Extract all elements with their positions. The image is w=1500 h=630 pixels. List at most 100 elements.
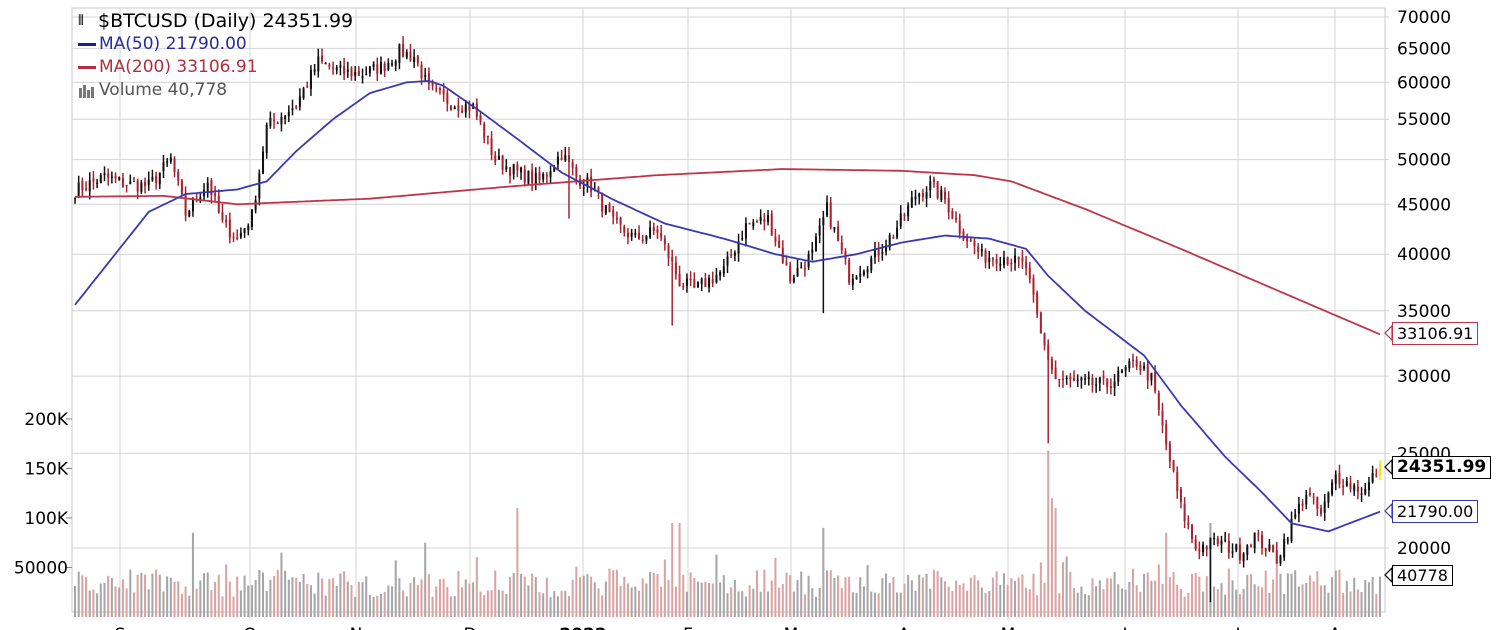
volume-bar xyxy=(549,597,552,617)
candle-body xyxy=(663,238,666,245)
volume-bar xyxy=(1091,578,1094,617)
volume-bar xyxy=(361,582,364,617)
volume-bar xyxy=(1257,586,1260,617)
volume-bar xyxy=(1190,573,1194,617)
volume-bar xyxy=(1342,592,1345,617)
candle-body xyxy=(357,70,360,76)
volume-bar xyxy=(328,579,331,617)
candle-body xyxy=(921,192,924,197)
candle-body xyxy=(634,232,637,235)
candle-body xyxy=(1253,532,1256,549)
candle-body xyxy=(1058,379,1061,381)
candle-body xyxy=(818,225,821,236)
volume-bar xyxy=(689,572,692,617)
volume-bar xyxy=(1087,595,1090,617)
volume-bar xyxy=(147,589,150,617)
volume-bar xyxy=(527,585,530,617)
candle-body xyxy=(560,157,563,160)
volume-bar xyxy=(1028,589,1031,617)
candle-body xyxy=(708,277,711,288)
volume-bar xyxy=(866,565,869,617)
candle-body xyxy=(361,76,364,78)
candle-body xyxy=(892,237,895,239)
candle-body xyxy=(1308,493,1311,496)
volume-bar xyxy=(217,574,220,617)
candle-body xyxy=(1231,551,1234,553)
candle-body xyxy=(486,135,489,138)
candle-body xyxy=(206,182,209,192)
volume-bar xyxy=(144,574,147,617)
candle-body xyxy=(420,64,423,79)
volume-bar xyxy=(110,578,113,617)
ma50-price-tag-label: 21790.00 xyxy=(1397,502,1474,521)
candle-body xyxy=(907,205,910,217)
volume-bar xyxy=(955,580,958,617)
candle-body xyxy=(247,226,250,231)
candle-body xyxy=(556,156,559,165)
volume-bar xyxy=(121,579,124,617)
candle-body xyxy=(1102,376,1105,378)
candle-body xyxy=(317,56,320,72)
volume-bar xyxy=(140,572,143,617)
candle-body xyxy=(239,232,242,238)
candle-body xyxy=(608,203,611,212)
candle-body xyxy=(962,231,965,240)
volume-bar xyxy=(206,572,209,617)
candle-body xyxy=(715,275,718,283)
candle-body xyxy=(88,180,91,192)
candle-body xyxy=(859,273,862,277)
candle-body xyxy=(626,232,629,238)
volume-bar xyxy=(593,582,596,617)
candle-body xyxy=(1297,504,1300,514)
volume-bar xyxy=(991,577,994,617)
candle-body xyxy=(291,108,294,111)
x-tick-label: N xyxy=(350,625,363,630)
volume-bar xyxy=(269,579,272,617)
volume-bar xyxy=(1375,594,1378,617)
volume-bar xyxy=(814,596,817,617)
candle-body xyxy=(575,167,578,177)
candle-body xyxy=(346,69,349,72)
candle-body xyxy=(615,217,618,220)
legend-title-row: ⫴ $BTCUSD (Daily) 24351.99 xyxy=(78,10,353,33)
volume-bar xyxy=(409,582,412,617)
volume-bar xyxy=(265,591,268,617)
candle-body xyxy=(512,164,515,175)
volume-bar xyxy=(490,590,493,617)
volume-bar xyxy=(604,581,607,617)
candle-body xyxy=(121,178,124,187)
volume-bar xyxy=(1124,589,1127,617)
candle-body xyxy=(1146,364,1149,381)
candle-body xyxy=(660,232,663,238)
candle-body xyxy=(733,252,736,256)
volume-bar xyxy=(1279,573,1282,617)
candle-body xyxy=(140,182,143,192)
candle-body xyxy=(873,248,876,258)
volume-bar xyxy=(796,580,799,617)
volume-bar xyxy=(744,596,747,617)
candle-body xyxy=(103,173,106,176)
volume-bar xyxy=(1120,588,1123,617)
candle-body xyxy=(531,170,534,184)
volume-bar xyxy=(464,579,467,617)
volume-bar xyxy=(232,596,235,617)
volume-bar xyxy=(1014,580,1017,617)
candle-body xyxy=(180,180,183,195)
volume-bar xyxy=(449,596,453,617)
volume-bar xyxy=(261,572,265,617)
candle-body xyxy=(438,88,441,91)
volume-bar xyxy=(177,581,180,617)
volume-bar xyxy=(1165,532,1168,617)
axes: SOND2022FMAMJJA2000025000300003500040000… xyxy=(14,8,1451,630)
volume-bar xyxy=(999,584,1002,617)
candle-body xyxy=(479,115,482,123)
volume-bar xyxy=(951,590,954,617)
candle-body xyxy=(1227,540,1230,553)
candle-body xyxy=(1272,545,1275,552)
candle-body xyxy=(833,227,836,230)
volume-bar xyxy=(984,592,987,617)
volume-bar xyxy=(475,557,478,617)
candle-body xyxy=(988,257,991,263)
candle-body xyxy=(1342,485,1345,488)
candle-body xyxy=(1275,550,1278,564)
